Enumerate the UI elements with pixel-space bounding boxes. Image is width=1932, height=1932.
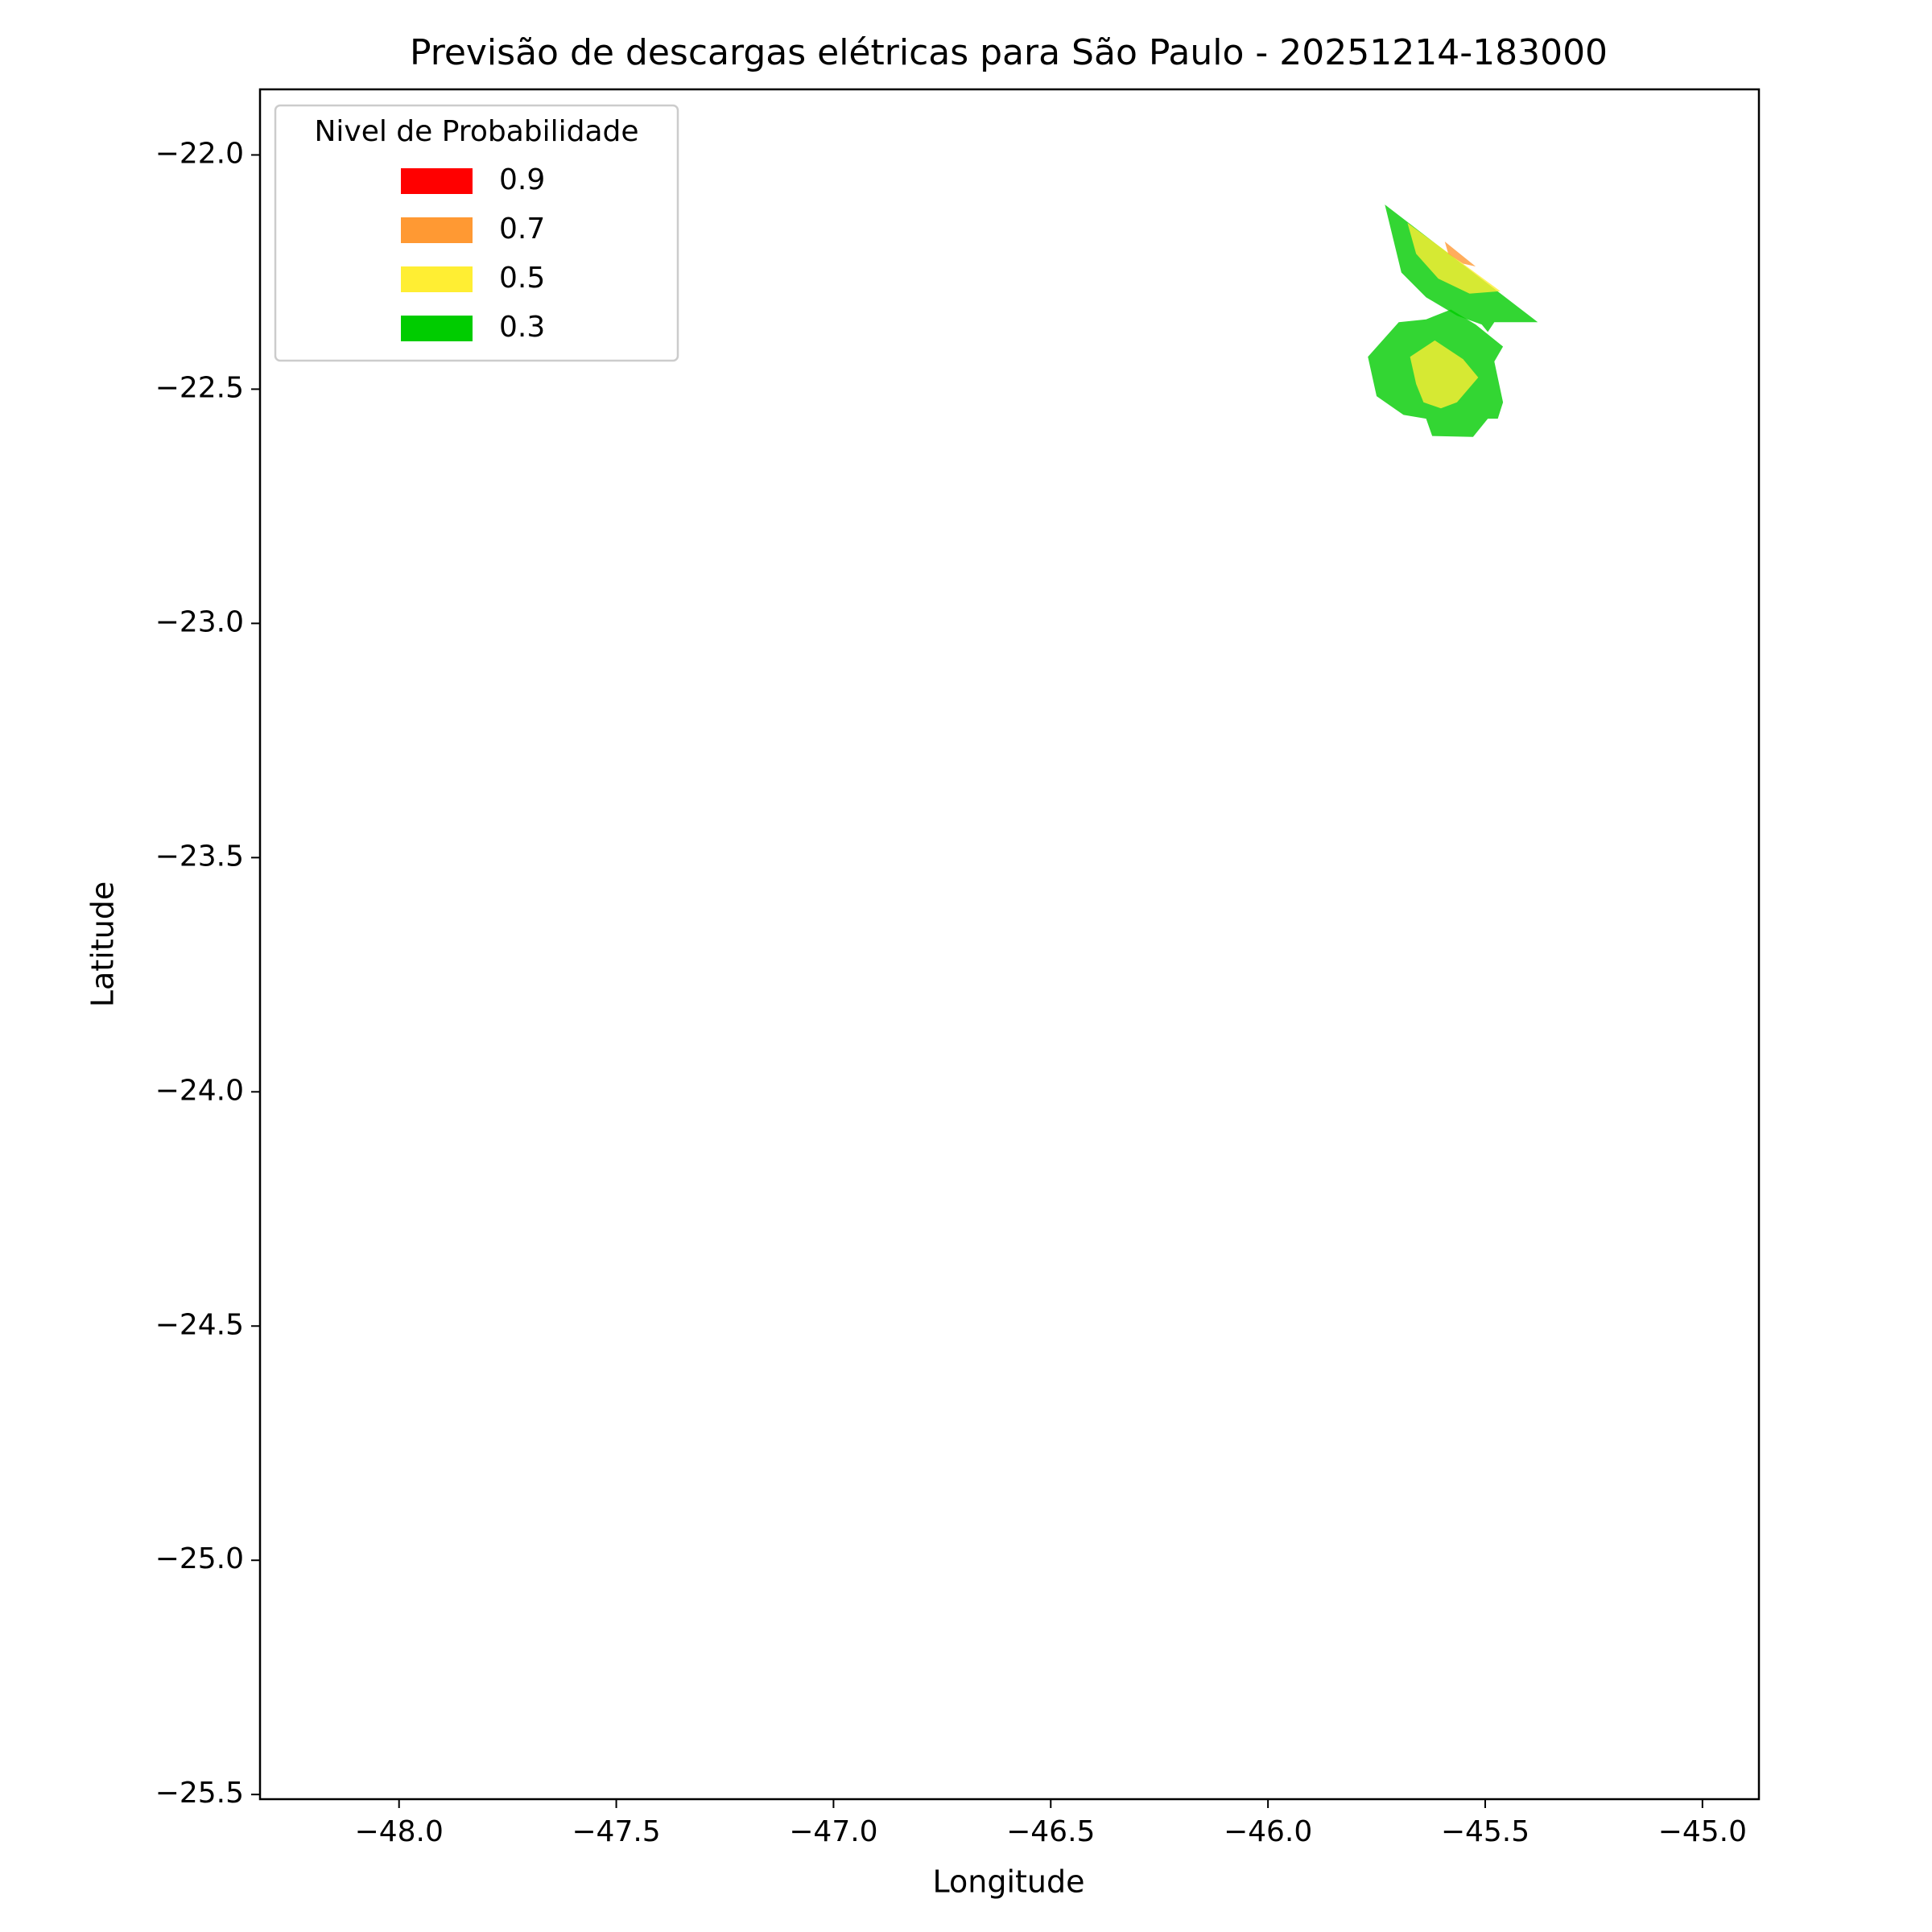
chart-title: Previsão de descargas elétricas para São… <box>410 32 1608 73</box>
x-tick-label: −47.0 <box>789 1815 877 1848</box>
x-tick-label: −46.0 <box>1224 1815 1312 1848</box>
y-tick-label: −23.0 <box>155 605 244 638</box>
legend-swatch <box>401 266 473 292</box>
legend-swatch <box>401 217 473 243</box>
y-tick-label: −24.5 <box>155 1308 244 1341</box>
x-tick-label: −45.5 <box>1441 1815 1530 1848</box>
legend-swatch <box>401 168 473 194</box>
contour-region <box>1407 222 1501 294</box>
y-tick-label: −24.0 <box>155 1074 244 1107</box>
legend-box <box>274 104 679 362</box>
contour-region <box>1410 340 1479 409</box>
y-tick-label: −22.5 <box>155 371 244 404</box>
legend-label: 0.9 <box>499 163 545 196</box>
legend-label: 0.3 <box>499 311 545 344</box>
x-tick-label: −45.0 <box>1658 1815 1747 1848</box>
y-tick-label: −23.5 <box>155 840 244 873</box>
x-tick-label: −47.5 <box>572 1815 660 1848</box>
y-tick-label: −25.0 <box>155 1542 244 1575</box>
y-tick-label: −25.5 <box>155 1777 244 1810</box>
y-tick-label: −22.0 <box>155 137 244 170</box>
contour-region <box>1444 242 1476 266</box>
legend-title: Nivel de Probabilidade <box>314 115 638 148</box>
x-tick-label: −48.0 <box>355 1815 444 1848</box>
x-axis-label: Longitude <box>933 1864 1085 1900</box>
y-axis-label: Latitude <box>85 881 121 1007</box>
legend-label: 0.7 <box>499 213 545 246</box>
legend-label: 0.5 <box>499 262 545 295</box>
x-tick-label: −46.5 <box>1006 1815 1095 1848</box>
legend-swatch <box>401 316 473 341</box>
plot-frame <box>258 88 1761 1801</box>
